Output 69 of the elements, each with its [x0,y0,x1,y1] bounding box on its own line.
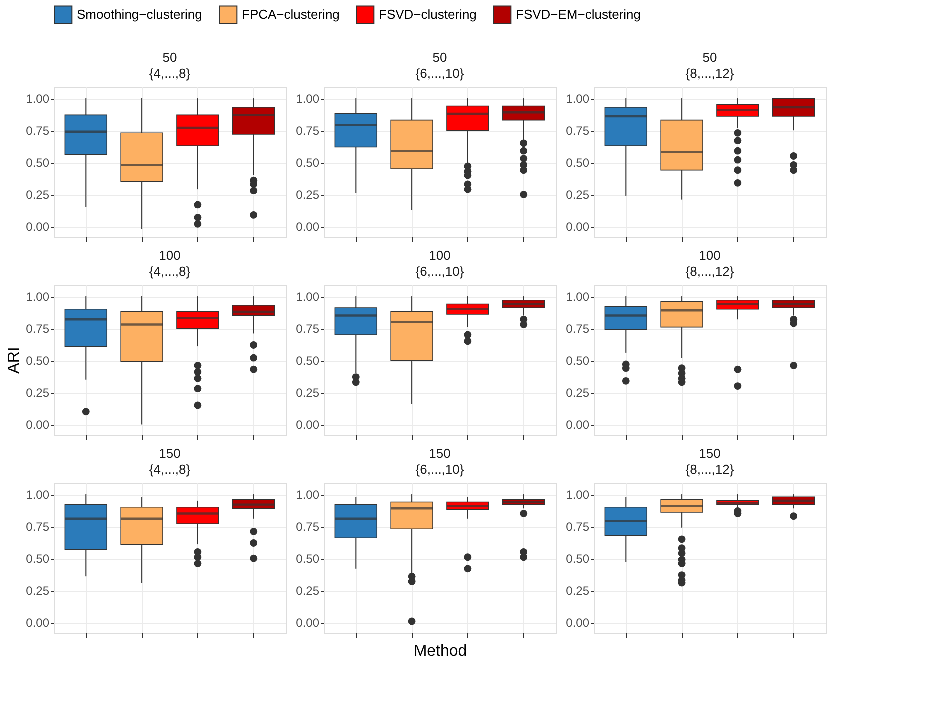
chart-subtitle: {6,...,10} [416,66,465,81]
chart-subtitle: {4,...,8} [149,462,192,477]
chart-subtitle: {8,...,12} [686,66,735,81]
y-tick-label: 0.75 [566,520,590,534]
y-tick-label: 1.00 [26,290,50,304]
y-tick-label: 0.50 [26,156,50,170]
chart-subtitle: {6,...,10} [416,462,465,477]
x-axis-title: Method [414,643,468,660]
y-tick-label: 1.00 [296,488,320,502]
y-tick-label: 0.25 [296,188,320,202]
y-tick-label: 0.00 [26,616,50,630]
y-tick-label: 0.00 [566,418,590,432]
legend-label: FSVD−EM−clustering [516,6,641,22]
chart-title: 100 [159,248,181,263]
y-tick-label: 1.00 [296,290,320,304]
y-tick-label: 0.00 [566,616,590,630]
y-tick-label: 0.25 [26,584,50,598]
y-tick-label: 0.75 [566,124,590,138]
y-tick-label: 0.50 [566,552,590,566]
legend-label: FSVD−clustering [379,6,477,22]
chart-subtitle: {8,...,12} [686,462,735,477]
chart-title: 100 [699,248,721,263]
chart-title: 100 [429,248,451,263]
y-tick-label: 0.00 [566,220,590,234]
y-tick-label: 0.50 [296,552,320,566]
y-tick-label: 0.25 [296,386,320,400]
y-tick-label: 0.75 [566,322,590,336]
y-tick-label: 1.00 [566,92,590,106]
y-tick-label: 0.25 [26,188,50,202]
y-tick-label: 0.25 [566,584,590,598]
y-tick-label: 0.75 [296,520,320,534]
y-tick-label: 0.25 [26,386,50,400]
y-tick-label: 0.25 [296,584,320,598]
legend-label: Smoothing−clustering [77,6,202,22]
chart-subtitle: {8,...,12} [686,264,735,279]
chart-title: 50 [162,50,178,65]
y-tick-label: 0.50 [566,156,590,170]
chart-title: 50 [702,50,718,65]
y-tick-label: 0.50 [26,552,50,566]
chart-title: 50 [432,50,448,65]
y-tick-label: 0.50 [296,156,320,170]
chart-subtitle: {6,...,10} [416,264,465,279]
y-tick-label: 0.75 [296,322,320,336]
y-tick-label: 0.75 [26,124,50,138]
chart-subtitle: {4,...,8} [149,264,192,279]
y-tick-label: 0.50 [296,354,320,368]
y-tick-label: 0.00 [296,418,320,432]
y-tick-label: 1.00 [296,92,320,106]
y-axis-title: ARI [6,347,24,374]
chart-title: 150 [699,446,721,461]
y-tick-label: 0.00 [26,220,50,234]
y-tick-label: 0.25 [566,386,590,400]
y-tick-label: 1.00 [566,290,590,304]
y-tick-label: 0.25 [566,188,590,202]
y-tick-label: 0.00 [296,616,320,630]
y-tick-label: 0.75 [296,124,320,138]
chart-title: 150 [159,446,181,461]
y-tick-label: 0.50 [26,354,50,368]
y-tick-label: 0.75 [26,520,50,534]
y-tick-label: 0.75 [26,322,50,336]
y-tick-label: 1.00 [566,488,590,502]
chart-subtitle: {4,...,8} [149,66,192,81]
y-tick-label: 1.00 [26,488,50,502]
y-tick-label: 0.00 [26,418,50,432]
y-tick-label: 0.00 [296,220,320,234]
legend-label: FPCA−clustering [242,6,340,22]
y-tick-label: 0.50 [566,354,590,368]
y-tick-label: 1.00 [26,92,50,106]
chart-title: 150 [429,446,451,461]
